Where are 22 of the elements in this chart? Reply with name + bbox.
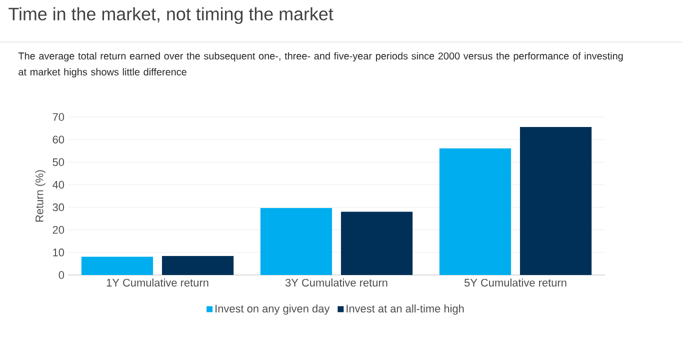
y-tick-label: 0: [58, 271, 64, 279]
bar: [439, 148, 512, 275]
x-tick-label: 5Y Cumulative return: [464, 278, 566, 287]
y-tick-label: 60: [52, 136, 64, 144]
bar: [260, 208, 332, 275]
legend-label: Invest at an all-time high: [346, 304, 464, 315]
bar: [520, 126, 592, 275]
chart-title: Time in the market, not timing the market: [8, 7, 334, 24]
bar: [81, 256, 154, 275]
x-tick-label: 3Y Cumulative return: [285, 278, 388, 287]
y-tick-label: 10: [53, 248, 64, 256]
y-tick-label: 70: [52, 113, 64, 121]
y-axis-title: Return (%): [35, 170, 46, 222]
y-tick-label: 30: [52, 203, 64, 212]
x-tick-label: 1Y Cumulative return: [106, 278, 208, 287]
y-tick-label: 20: [52, 226, 64, 234]
bar: [162, 256, 234, 275]
bar: [340, 212, 413, 275]
y-tick-label: 40: [52, 180, 64, 189]
chart-subtitle: The average total return earned over the subsequent one-, three- and five-year periods since 2000 versus the performance of investing at market highs shows little difference: [18, 52, 623, 78]
y-tick-label: 50: [52, 158, 64, 166]
legend-label: Invest on any given day: [216, 304, 330, 315]
